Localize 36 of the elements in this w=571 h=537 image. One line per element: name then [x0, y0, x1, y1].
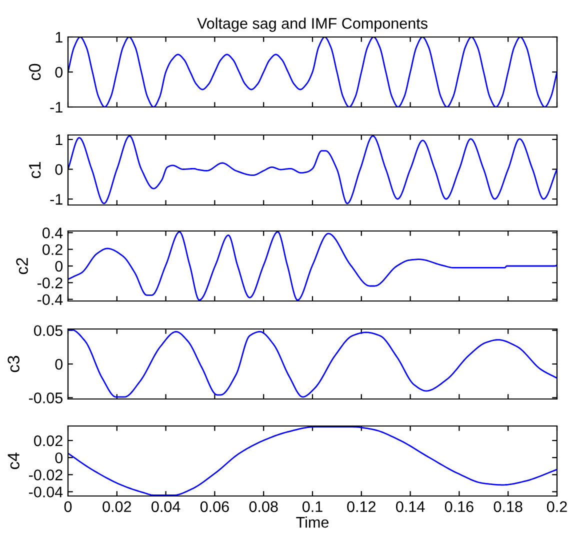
x-tick-label: 0.1: [302, 501, 322, 512]
y-tick-label: 0: [55, 66, 63, 78]
y-axis-title: c1: [29, 162, 41, 178]
x-tick-label: 0.12: [347, 501, 376, 512]
y-tick-label: 0: [55, 358, 63, 370]
y-tick-label: 0: [55, 164, 63, 175]
y-axis-title: c4: [8, 452, 20, 470]
x-tick-label: 0.06: [200, 501, 229, 512]
x-axis-title: Time: [296, 516, 329, 528]
y-tick-label: 0.4: [42, 228, 63, 238]
x-tick-label: 0.18: [494, 501, 522, 512]
x-tick-label: 0.08: [249, 501, 278, 512]
x-tick-label: 0.16: [444, 501, 474, 512]
y-tick-label: -1: [50, 102, 62, 113]
y-tick-label: -0.4: [37, 294, 63, 306]
x-tick-label: 0: [64, 501, 72, 512]
y-tick-label: 1: [56, 32, 62, 43]
x-tick-label: 0.02: [102, 501, 131, 512]
y-tick-label: -0.2: [37, 278, 62, 288]
y-axis-title: c0: [28, 64, 41, 80]
y-tick-label: -0.04: [29, 486, 63, 498]
y-axis-title: c3: [8, 356, 20, 372]
x-tick-label: 0.2: [546, 501, 567, 512]
y-tick-label: -0.02: [29, 470, 62, 480]
y-tick-label: -0.05: [29, 392, 62, 404]
chart-title: Voltage sag and IMF Components: [197, 18, 428, 32]
y-tick-label: -1: [50, 194, 62, 205]
y-tick-label: 0: [55, 260, 63, 272]
x-tick-label: 0.04: [152, 501, 180, 512]
y-tick-label: 0: [55, 452, 63, 464]
y-tick-label: 1: [56, 134, 62, 146]
x-tick-label: 0.14: [396, 501, 425, 512]
y-tick-label: 0.02: [34, 435, 62, 446]
y-axis-title: c2: [16, 258, 28, 274]
y-tick-label: 0.2: [42, 244, 62, 256]
y-tick-label: 0.05: [34, 325, 62, 336]
